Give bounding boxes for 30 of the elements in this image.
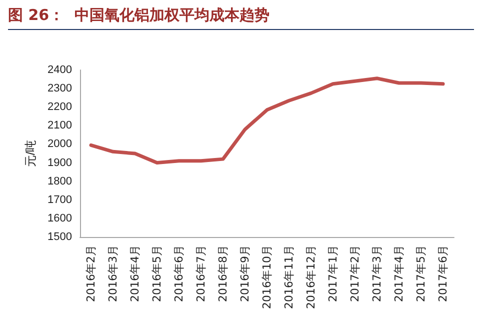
y-tick-label: 2300 [48, 82, 72, 95]
x-tick-label: 2016年10月 [260, 245, 274, 309]
x-tick-label: 2017年3月 [370, 245, 384, 302]
x-tick-label: 2016年2月 [84, 245, 98, 302]
x-tick-label: 2016年12月 [304, 245, 318, 309]
x-tick-label: 2016年6月 [172, 245, 186, 302]
x-tick-label: 2016年5月 [150, 245, 164, 302]
y-tick-label: 1600 [48, 212, 72, 224]
x-tick-label: 2017年2月 [348, 245, 362, 302]
x-tick-label: 2017年5月 [414, 245, 428, 302]
line-series [89, 76, 445, 165]
y-tick-label: 1500 [48, 231, 72, 243]
y-tick-label: 2000 [48, 138, 72, 150]
y-tick-label: 1800 [48, 175, 72, 188]
x-tick-label: 2016年8月 [216, 245, 230, 302]
y-tick-label: 2100 [48, 120, 72, 132]
x-tick-label: 2016年7月 [194, 245, 208, 302]
y-tick-label: 1700 [48, 194, 72, 206]
x-tick-label: 2017年4月 [392, 245, 406, 302]
x-tick-label: 2016年11月 [282, 245, 296, 309]
x-tick-label: 2016年9月 [238, 245, 252, 302]
y-axis-title: 元/吨 [24, 140, 38, 168]
x-tick-label: 2016年4月 [128, 245, 142, 302]
x-tick-label: 2017年6月 [436, 245, 450, 302]
chart-title: 图 26： 中国氧化铝加权平均成本趋势 [8, 6, 474, 30]
y-tick-label: 1900 [48, 156, 72, 169]
x-tick-label: 2016年3月 [106, 245, 120, 302]
x-tick-label: 2017年1月 [326, 245, 340, 302]
y-tick-label: 2200 [48, 101, 72, 114]
y-tick-label: 2400 [48, 64, 72, 76]
